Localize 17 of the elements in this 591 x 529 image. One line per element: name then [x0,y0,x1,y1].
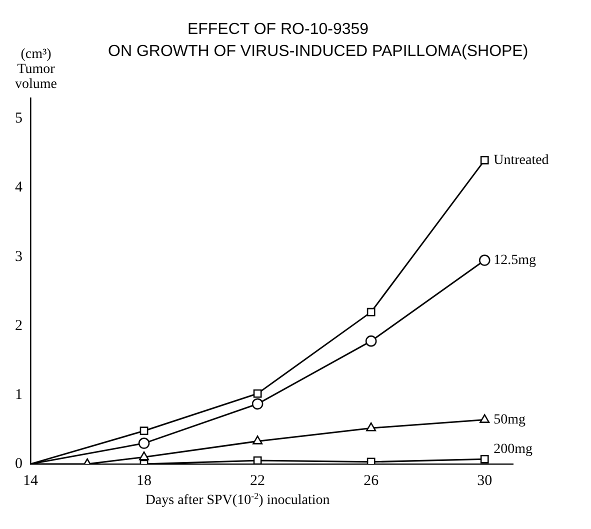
series-label: 50mg [494,412,526,428]
y-axis-title: (cm³) Tumor volume [15,47,57,92]
y-tick-label: 3 [15,248,22,265]
x-tick-label: 14 [23,472,38,489]
y-tick-label: 1 [15,386,22,403]
y-tick-label: 2 [15,318,22,334]
y-tick-label: 0 [15,456,22,472]
x-tick-label: 30 [477,472,492,489]
x-tick-label: 26 [364,472,380,489]
x-tick-label: 18 [136,472,152,489]
series-label: Untreated [494,152,549,168]
series-label: 12.5mg [494,252,536,268]
series-label: 200mg [494,442,533,457]
y-tick-label: 5 [15,110,22,127]
y-tick-label: 4 [15,180,23,196]
chart-title: EFFECT OF RO-10-9359 ON GROWTH OF VIRUS-INDUCED PAPILLOMA(SHOPE) [108,21,528,60]
x-tick-label: 22 [250,472,266,489]
